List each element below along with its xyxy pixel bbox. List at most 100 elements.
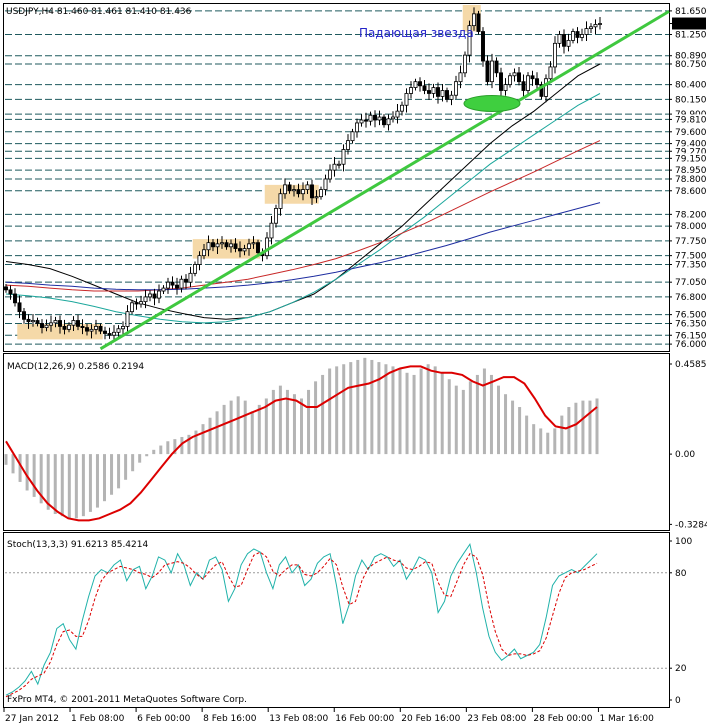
macd-histogram-bar	[377, 362, 381, 455]
macd-histogram-bar	[53, 454, 57, 515]
price-label-bg	[672, 277, 706, 288]
price-tick-label: 80.750	[675, 60, 707, 70]
macd-histogram-bar	[257, 404, 261, 455]
price-tick-label: 76.350	[675, 319, 707, 329]
price-label-bg	[672, 29, 706, 40]
candle-body	[364, 119, 368, 122]
candle-body	[386, 118, 391, 126]
time-tick-label: 13 Feb 08:00	[269, 714, 328, 724]
price-label-bg	[672, 58, 706, 69]
moving-averages	[5, 63, 601, 324]
candle-body	[121, 326, 125, 330]
time-tick-label: 1 Feb 08:00	[71, 714, 125, 724]
candle-body	[346, 140, 350, 150]
price-tick-label: 76.500	[675, 311, 707, 321]
candle-body	[526, 75, 530, 91]
macd-histogram-bar	[39, 454, 43, 504]
stoch-tick-label: 100	[675, 537, 692, 547]
macd-histogram-bar	[433, 366, 437, 455]
candle-body	[76, 320, 80, 327]
candle-body	[283, 184, 287, 195]
candle-body	[188, 272, 193, 283]
macd-histogram-bar	[314, 381, 318, 455]
horizontal-levels	[5, 10, 669, 345]
candle-body	[4, 286, 8, 291]
macd-histogram-bar	[574, 402, 578, 455]
macd-histogram-bar	[335, 366, 339, 455]
candle-body	[400, 104, 404, 112]
stoch-tick-label: 0	[675, 696, 681, 706]
moving-average-line	[5, 140, 601, 292]
candle-body	[179, 278, 184, 289]
time-tick-label: 8 Feb 16:00	[203, 714, 257, 724]
macd-histogram-bar	[567, 407, 571, 455]
candle-body	[67, 324, 71, 330]
candle-body	[566, 39, 571, 47]
candle-body	[161, 287, 166, 292]
price-tick-label: 81.436	[675, 20, 707, 30]
macd-histogram-bar	[405, 372, 409, 455]
price-tick-label: 80.890	[675, 52, 707, 62]
price-label-bg	[672, 259, 706, 270]
macd-histogram-bar	[454, 385, 458, 455]
candle-body	[17, 302, 22, 313]
price-label-bg	[672, 318, 706, 329]
candle-body	[139, 301, 143, 305]
candle-body	[463, 54, 467, 74]
macd-histogram-bar	[321, 374, 325, 455]
macd-title: MACD(12,26,9) 0.2586 0.2194	[7, 362, 144, 372]
macd-histogram-bar	[447, 379, 451, 455]
macd-histogram-bar	[166, 441, 170, 455]
candle-body	[170, 281, 175, 286]
candle-body	[445, 90, 449, 100]
current-price-box	[672, 17, 706, 30]
price-label-bg	[672, 94, 706, 105]
candle-body	[40, 323, 44, 328]
candle-body	[44, 324, 49, 328]
price-label-bg	[672, 330, 706, 341]
macd-histogram-bar	[504, 394, 508, 455]
candle-body	[166, 281, 170, 289]
price-tick-label: 77.350	[675, 260, 707, 270]
candle-body	[323, 178, 328, 190]
price-label-bg	[672, 185, 706, 196]
candle-body	[517, 72, 521, 83]
candle-body	[454, 81, 458, 96]
candle-body	[449, 94, 454, 100]
macd-histogram-bar	[328, 368, 332, 455]
candle-body	[476, 13, 481, 32]
candle-body	[328, 169, 332, 180]
macd-histogram-bar	[81, 454, 85, 517]
candle-body	[13, 293, 17, 304]
macd-histogram-bar	[159, 445, 163, 455]
macd-histogram-bar	[215, 411, 219, 455]
candle-body	[557, 34, 562, 44]
candle-body	[242, 248, 247, 252]
candle-body	[427, 90, 431, 94]
macd-histogram-bar	[208, 417, 212, 455]
candle-body	[53, 320, 58, 324]
copyright-text: FxPro MT4, © 2001-2011 MetaQuotes Softwa…	[7, 695, 247, 705]
candle-body	[508, 75, 512, 86]
price-panel-frame	[3, 3, 670, 352]
macd-histogram-bar	[74, 454, 78, 519]
drawing-objects	[99, 10, 670, 351]
macd-histogram-bar	[88, 454, 92, 512]
macd-histogram-bar	[152, 449, 156, 455]
candle-body	[544, 78, 548, 97]
price-label-bg	[672, 138, 706, 149]
candle-body	[391, 116, 395, 120]
candle-body	[152, 293, 157, 299]
candle-body	[436, 87, 440, 97]
support-ellipse	[463, 94, 521, 112]
candle-body	[103, 330, 107, 334]
candle-body	[530, 75, 535, 80]
candle-body	[62, 326, 67, 330]
candle-body	[589, 26, 593, 29]
candle-body	[193, 264, 197, 274]
candle-body	[431, 87, 436, 94]
macd-histogram-bar	[475, 374, 479, 455]
macd-histogram-bar	[250, 411, 254, 455]
macd-signal-line	[5, 365, 598, 522]
macd-histogram-bar	[440, 372, 444, 455]
